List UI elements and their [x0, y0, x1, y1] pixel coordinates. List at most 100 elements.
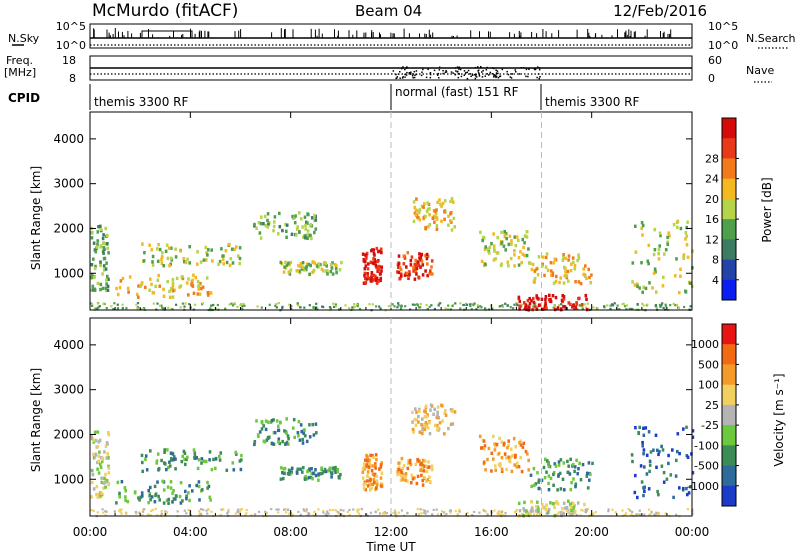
- echo-cell: [479, 230, 482, 235]
- ground-scatter-cell: [558, 304, 561, 307]
- echo-cell: [500, 469, 504, 474]
- echo-cell: [424, 464, 428, 468]
- echo-cell: [277, 428, 280, 433]
- ground-scatter-cell: [201, 302, 205, 305]
- echo-cell: [435, 227, 439, 231]
- echo-cell: [107, 251, 110, 255]
- echo-cell: [182, 257, 186, 261]
- ground-scatter-cell: [285, 511, 288, 514]
- echo-cell: [416, 474, 420, 479]
- echo-cell: [267, 222, 270, 226]
- echo-cell: [107, 482, 111, 487]
- echo-cell: [192, 273, 195, 277]
- echo-cell: [338, 268, 342, 272]
- echo-cell: [379, 247, 383, 251]
- echo-cell: [96, 445, 100, 449]
- echo-cell: [303, 268, 306, 272]
- echo-cell: [648, 469, 651, 474]
- echo-cell: [369, 279, 373, 283]
- x-tick-label: 12:00: [374, 525, 409, 539]
- ground-scatter-cell: [281, 305, 284, 308]
- echo-cell: [523, 500, 526, 505]
- echo-cell: [174, 247, 177, 251]
- echo-cell: [308, 423, 311, 427]
- echo-cell: [430, 265, 433, 269]
- echo-cell: [90, 436, 94, 441]
- echo-cell: [228, 242, 231, 247]
- echo-cell: [676, 225, 679, 229]
- echo-cell: [408, 273, 411, 277]
- echo-cell: [572, 303, 575, 307]
- ground-scatter-cell: [516, 303, 519, 306]
- echo-cell: [99, 465, 103, 470]
- echo-cell: [421, 468, 424, 473]
- ground-scatter-cell: [337, 511, 340, 514]
- echo-cell: [657, 452, 660, 457]
- echo-cell: [167, 465, 170, 470]
- echo-cell: [218, 454, 221, 459]
- echo-cell: [99, 263, 102, 268]
- echo-cell: [105, 278, 108, 282]
- ground-scatter-cell: [638, 509, 641, 512]
- echo-cell: [449, 211, 453, 215]
- echo-cell: [336, 467, 340, 472]
- echo-cell: [296, 467, 299, 471]
- echo-cell: [398, 277, 401, 281]
- echo-cell: [367, 262, 370, 266]
- colorbar-segment: [722, 364, 736, 386]
- echo-cell: [532, 483, 536, 488]
- echo-cell: [443, 432, 446, 436]
- ground-scatter-cell: [135, 512, 138, 515]
- echo-cell: [102, 241, 105, 245]
- ground-scatter-cell: [638, 513, 641, 516]
- ground-scatter-cell: [392, 511, 395, 514]
- echo-cell: [532, 279, 536, 283]
- echo-cell: [584, 264, 587, 268]
- ground-scatter-cell: [515, 302, 518, 305]
- echo-cell: [92, 452, 95, 457]
- echo-cell: [523, 509, 526, 513]
- ground-scatter-cell: [532, 305, 535, 308]
- echo-cell: [371, 464, 374, 468]
- freq-dot: [458, 66, 461, 68]
- echo-cell: [510, 239, 513, 243]
- echo-cell: [96, 242, 99, 247]
- ground-scatter-cell: [97, 306, 100, 309]
- echo-cell: [362, 281, 366, 285]
- echo-cell: [298, 211, 301, 215]
- freq-dot: [482, 69, 484, 72]
- ground-scatter-cell: [499, 513, 502, 516]
- freq-dot: [392, 70, 395, 72]
- echo-cell: [317, 262, 321, 266]
- echo-cell: [253, 440, 257, 444]
- ground-scatter-cell: [151, 508, 154, 511]
- echo-cell: [425, 256, 429, 261]
- echo-cell: [550, 273, 553, 277]
- ground-scatter-cell: [650, 510, 653, 513]
- freq-tick-top: 18: [62, 54, 76, 67]
- echo-cell: [174, 255, 178, 259]
- echo-cell: [656, 489, 659, 494]
- echo-cell: [537, 297, 540, 301]
- echo-cell: [545, 306, 548, 310]
- echo-cell: [364, 280, 368, 285]
- echo-cell: [418, 459, 421, 463]
- echo-cell: [413, 277, 417, 281]
- echo-cell: [101, 236, 105, 241]
- ground-scatter-cell: [158, 304, 162, 307]
- echo-cell: [563, 265, 566, 270]
- x-tick-label: 00:00: [73, 525, 108, 539]
- echo-cell: [508, 234, 512, 238]
- echo-cell: [185, 281, 189, 285]
- echo-cell: [291, 426, 295, 430]
- ground-scatter-cell: [466, 511, 469, 514]
- echo-cell: [275, 419, 279, 423]
- freq-dot: [405, 74, 408, 76]
- ground-scatter-cell: [256, 305, 259, 308]
- echo-cell: [293, 216, 296, 220]
- ground-scatter-cell: [322, 510, 325, 513]
- ground-scatter-cell: [618, 308, 621, 311]
- ground-scatter-cell: [635, 513, 638, 516]
- freq-dot: [488, 74, 490, 76]
- echo-cell: [433, 220, 436, 224]
